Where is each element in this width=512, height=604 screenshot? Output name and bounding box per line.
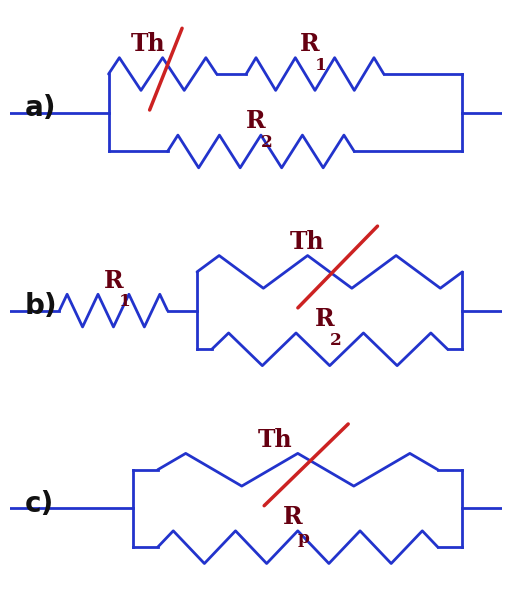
Text: Th: Th <box>289 230 324 254</box>
Text: Th: Th <box>258 428 293 452</box>
Text: R: R <box>315 307 335 331</box>
Text: R: R <box>103 269 123 292</box>
Text: c): c) <box>25 490 54 518</box>
Text: a): a) <box>25 94 56 123</box>
Text: 1: 1 <box>315 57 327 74</box>
Text: R: R <box>300 32 320 56</box>
Text: R: R <box>283 505 303 529</box>
Text: 2: 2 <box>261 134 273 151</box>
Text: 2: 2 <box>330 332 342 349</box>
Text: p: p <box>298 530 310 547</box>
Text: b): b) <box>25 292 58 320</box>
Text: 1: 1 <box>118 294 131 310</box>
Text: Th: Th <box>131 32 165 56</box>
Text: R: R <box>246 109 266 133</box>
